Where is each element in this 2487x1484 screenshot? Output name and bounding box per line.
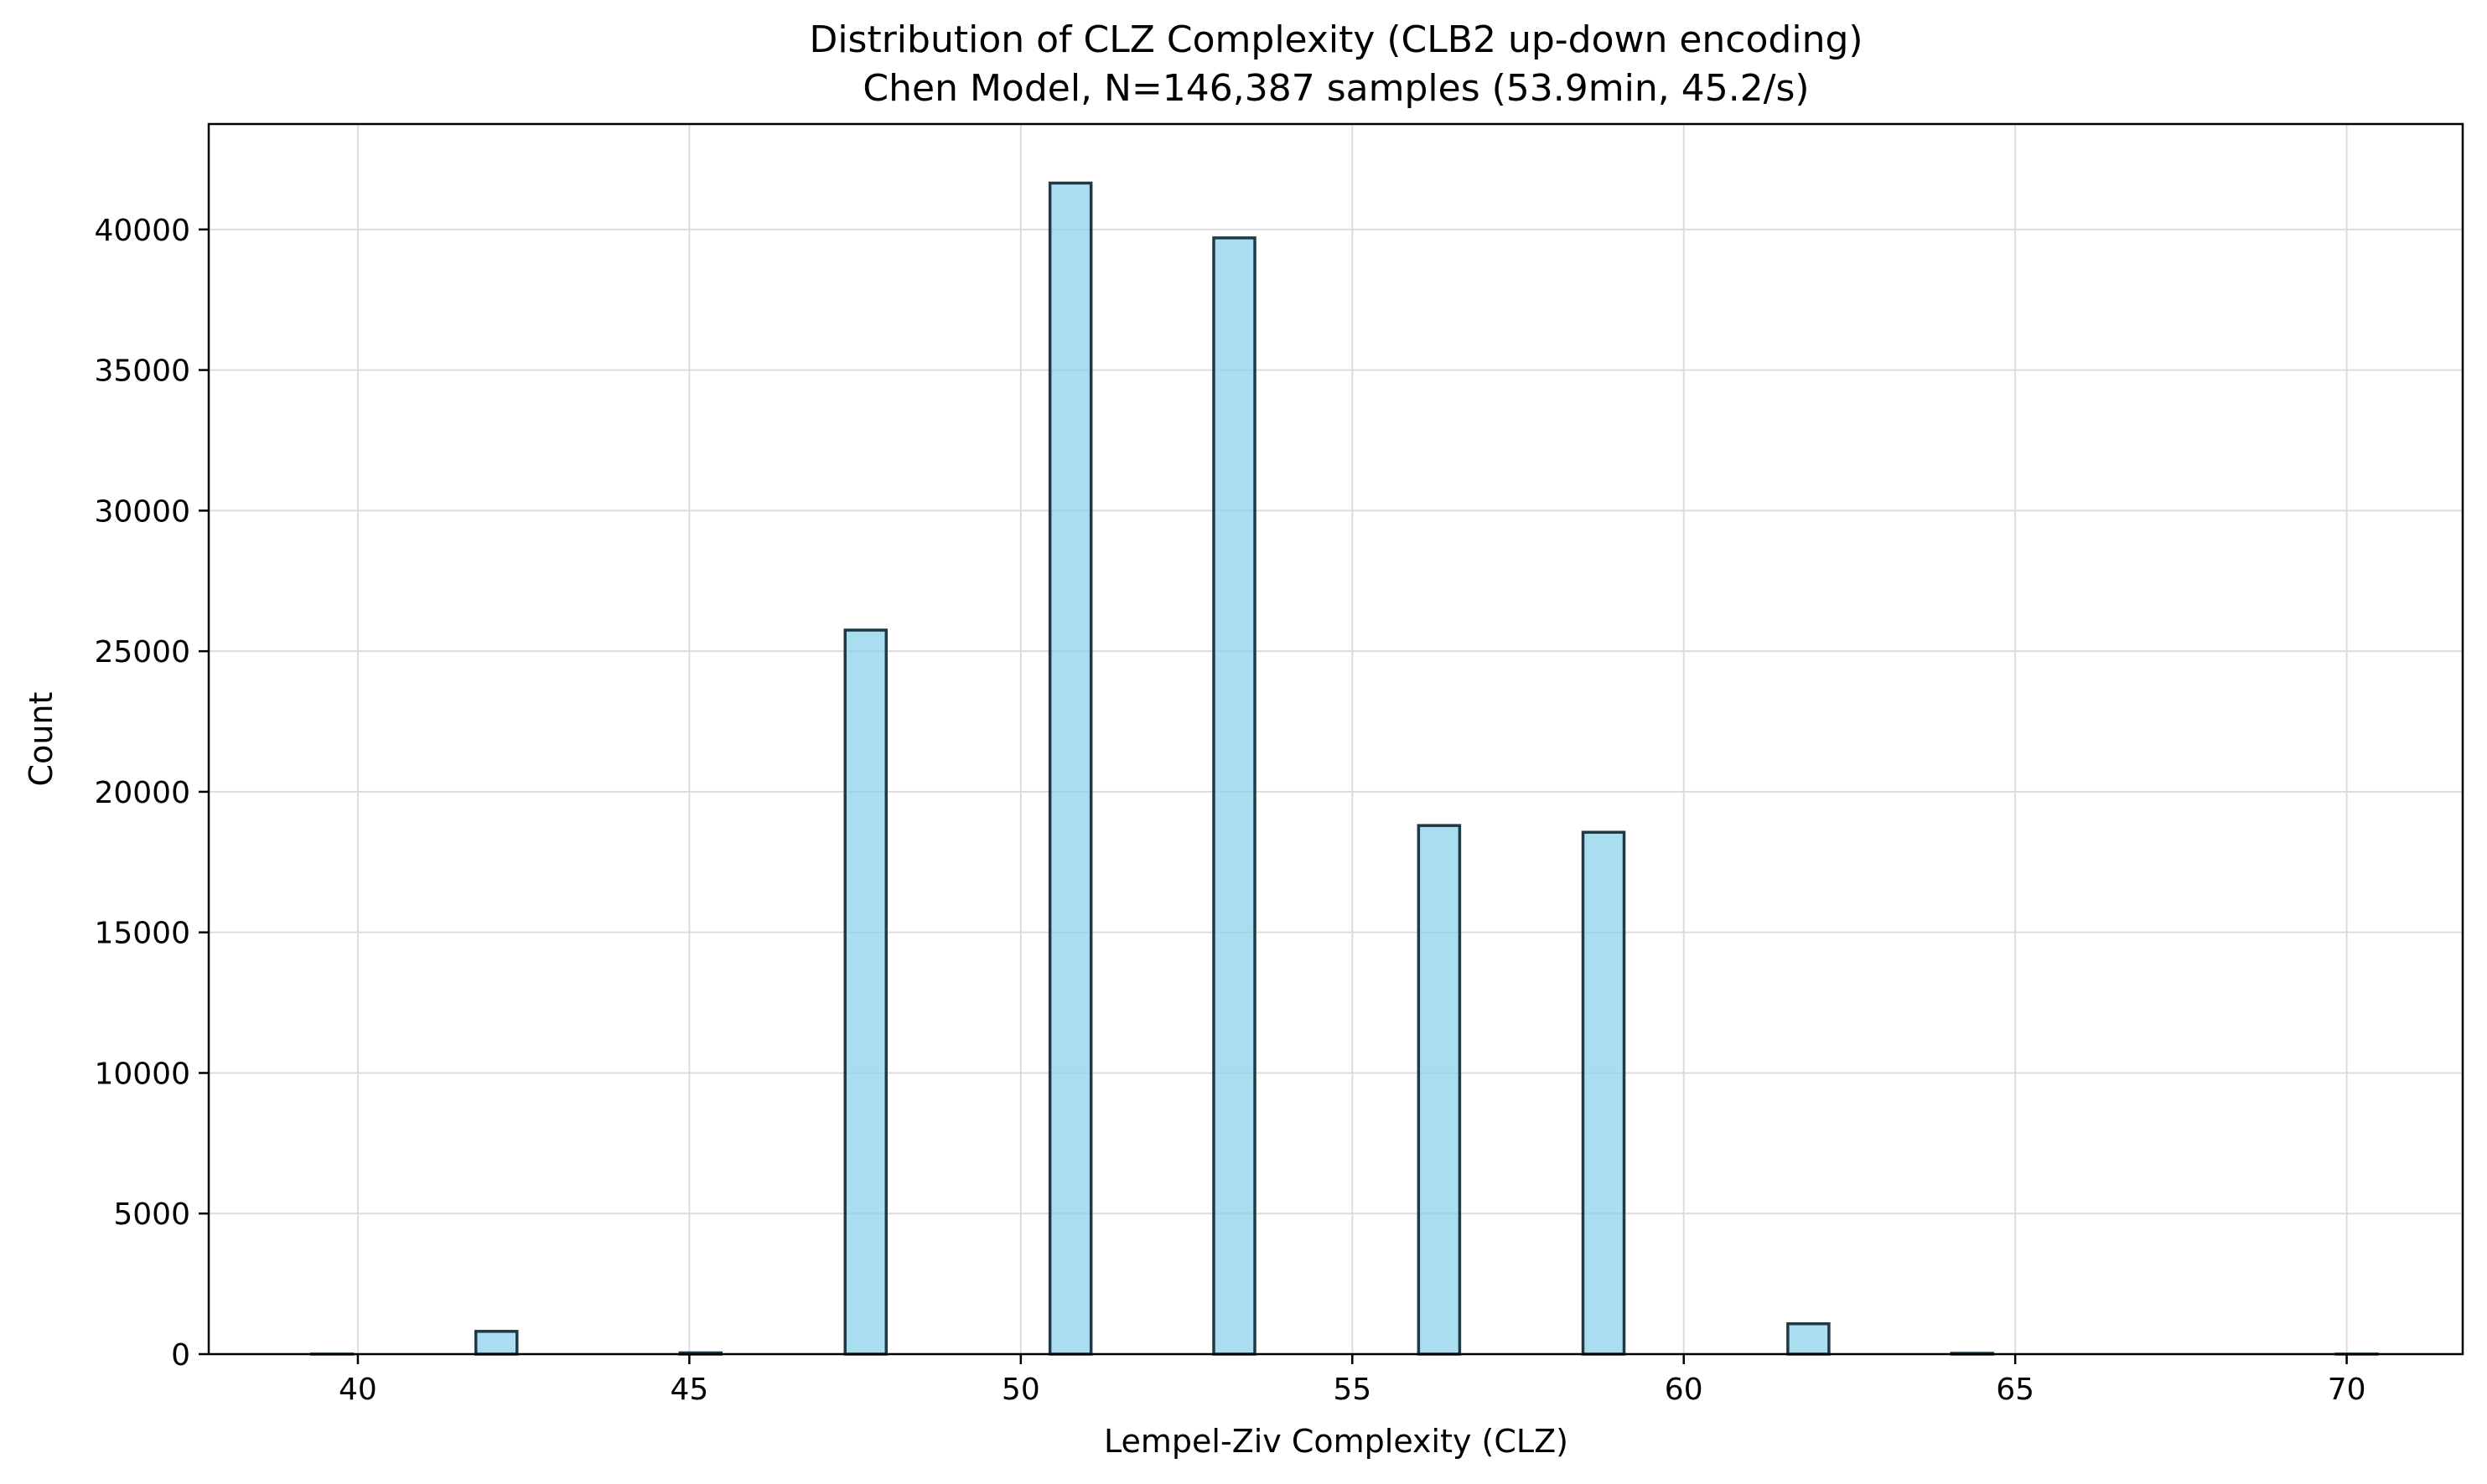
plot-area-frame [207, 122, 2464, 1356]
histogram-bar [1581, 830, 1626, 1356]
y-tick-label: 5000 [113, 1197, 190, 1232]
y-tick-label: 15000 [94, 917, 190, 951]
chart-title-line-1: Distribution of CLZ Complexity (CLB2 up-… [809, 18, 1863, 61]
y-axis-ticks: 0 5000 10000 15000 20000 25000 30000 35000 40000 [94, 214, 209, 1373]
chart-title-line-2: Chen Model, N=146,387 samples (53.9min, … [863, 67, 1809, 110]
histogram-bar [474, 1330, 519, 1356]
x-tick-label: 55 [1333, 1373, 1371, 1407]
y-tick-label: 20000 [94, 776, 190, 810]
histogram-bar [1786, 1322, 1831, 1356]
x-tick-label: 50 [1002, 1373, 1040, 1407]
x-tick-label: 70 [2328, 1373, 2366, 1407]
y-axis-label: Count [23, 692, 60, 787]
y-tick-label: 35000 [94, 354, 190, 389]
y-tick-label: 25000 [94, 635, 190, 670]
x-tick-label: 60 [1665, 1373, 1703, 1407]
histogram-bars [309, 181, 2379, 1356]
y-tick-label: 30000 [94, 494, 190, 529]
histogram-bar [1212, 236, 1256, 1356]
histogram-bar [843, 628, 889, 1356]
y-tick-label: 40000 [94, 214, 190, 248]
histogram-bar [1417, 824, 1462, 1356]
y-tick-label: 10000 [94, 1057, 190, 1091]
histogram-bar [1048, 181, 1093, 1356]
y-tick-label: 0 [171, 1338, 190, 1373]
x-axis-label: Lempel-Ziv Complexity (CLZ) [1104, 1423, 1568, 1460]
x-tick-label: 45 [670, 1373, 708, 1407]
x-tick-label: 65 [1996, 1373, 2034, 1407]
x-axis-ticks: 40 45 50 55 60 65 70 [339, 1354, 2366, 1407]
x-tick-label: 40 [339, 1373, 377, 1407]
